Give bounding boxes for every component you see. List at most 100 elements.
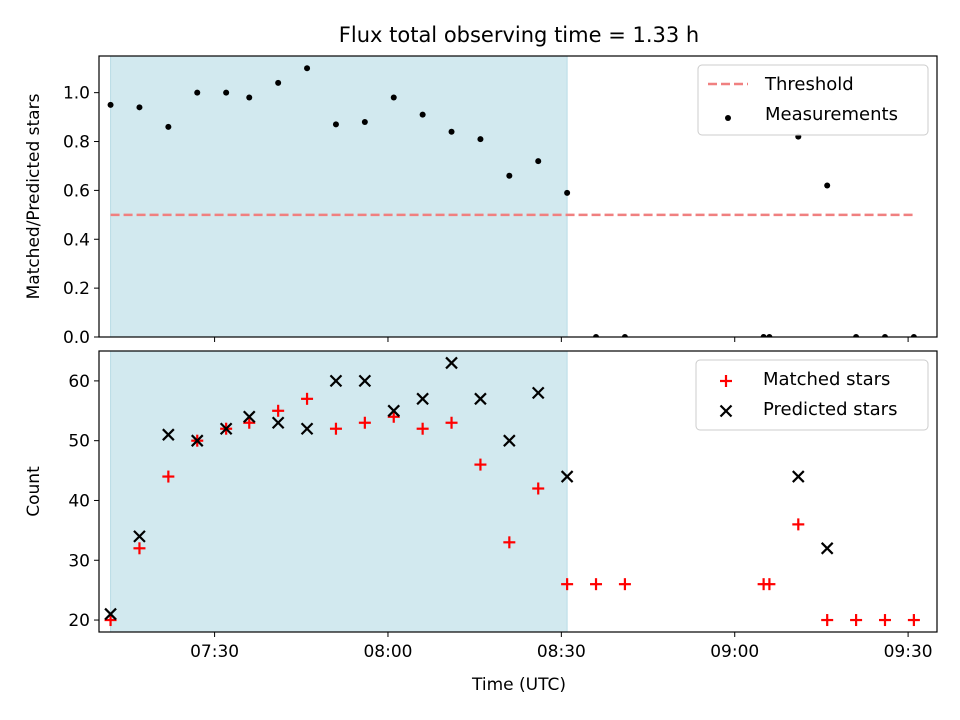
legend-predicted-swatch bbox=[719, 404, 733, 418]
legend-matched-swatch bbox=[720, 375, 732, 387]
x-tick-label: 07:30 bbox=[190, 642, 239, 662]
x-tick-label: 09:00 bbox=[710, 642, 759, 662]
ratio-shaded-region bbox=[110, 55, 568, 338]
measurement-point bbox=[535, 158, 542, 165]
measurement-point bbox=[564, 189, 571, 196]
predicted-stars-point bbox=[271, 416, 285, 430]
count-y-tick-label: 60 bbox=[68, 372, 90, 392]
measurement-point bbox=[881, 334, 888, 337]
predicted-stars-point bbox=[387, 404, 401, 418]
count-axes-frame bbox=[98, 350, 938, 633]
predicted-stars-point bbox=[133, 530, 146, 543]
predicted-stars-point bbox=[162, 428, 175, 441]
measurement-point bbox=[194, 89, 201, 96]
legend-label: Threshold bbox=[764, 74, 854, 95]
count-y-tick-label: 30 bbox=[68, 551, 90, 571]
matched-stars-point bbox=[358, 416, 371, 429]
matched-stars-point bbox=[763, 578, 776, 591]
legend-label: Measurements bbox=[765, 104, 898, 125]
count-legend: Matched stars Predicted stars bbox=[695, 359, 929, 431]
matched-stars-point bbox=[532, 482, 545, 495]
ratio-y-tick-label: 0.0 bbox=[63, 328, 90, 348]
x-tick-label: 08:00 bbox=[363, 642, 412, 662]
x-tick-label: 08:30 bbox=[537, 642, 586, 662]
ratio-y-tick-label: 0.8 bbox=[63, 133, 90, 153]
matched-stars-point bbox=[561, 578, 574, 591]
ratio-y-tick-label: 0.4 bbox=[63, 230, 90, 250]
legend-label: Matched stars bbox=[763, 369, 890, 390]
matched-stars-point bbox=[416, 422, 429, 435]
matched-stars-point bbox=[590, 578, 603, 591]
measurement-point bbox=[419, 111, 426, 118]
measurement-point bbox=[766, 334, 773, 337]
chart-title: Flux total observing time = 1.33 h bbox=[339, 23, 699, 47]
legend-box bbox=[695, 359, 929, 431]
measurement-point bbox=[223, 89, 230, 96]
matched-stars-point bbox=[792, 518, 805, 531]
matched-stars-point bbox=[329, 422, 342, 435]
predicted-stars-point bbox=[792, 470, 805, 483]
measurement-point bbox=[304, 65, 311, 72]
measurement-point bbox=[246, 94, 253, 101]
measurement-point bbox=[621, 334, 628, 337]
x-axis-label: Time (UTC) bbox=[471, 675, 566, 695]
measurement-point bbox=[853, 334, 860, 337]
ratio-y-tick-label: 0.2 bbox=[63, 279, 90, 299]
ratio-legend: Threshold Measurements bbox=[697, 64, 929, 136]
predicted-stars-point bbox=[531, 386, 545, 400]
predicted-stars-point bbox=[560, 470, 574, 483]
matched-stars-point bbox=[878, 614, 891, 627]
predicted-stars-point bbox=[358, 374, 372, 388]
matched-stars-point bbox=[133, 542, 146, 555]
matched-stars-point bbox=[104, 614, 117, 627]
matched-stars-point bbox=[272, 404, 285, 417]
measurement-point bbox=[390, 94, 397, 101]
predicted-stars-point bbox=[474, 392, 487, 406]
ratio-y-tick-label: 0.6 bbox=[63, 181, 90, 201]
count-panel: 20 30 40 50 60 07:30 08:00 08:30 09:00 09:30 Count… bbox=[24, 350, 938, 662]
count-y-tick-label: 50 bbox=[68, 432, 90, 452]
measurement-point bbox=[332, 121, 339, 128]
measurement-point bbox=[361, 118, 368, 125]
measurement-point bbox=[910, 334, 917, 337]
count-data bbox=[104, 356, 920, 627]
measurement-point bbox=[275, 79, 282, 86]
legend-box bbox=[697, 64, 929, 136]
matched-stars-point bbox=[850, 614, 863, 627]
measurement-point bbox=[593, 334, 600, 337]
ratio-panel: 0.0 0.2 0.4 0.6 0.8 1.0 Matched/Predicted star… bbox=[24, 55, 938, 348]
ratio-y-tick-label: 1.0 bbox=[63, 84, 90, 104]
predicted-stars-point bbox=[416, 392, 429, 406]
predicted-stars-point bbox=[104, 607, 117, 621]
measurement-point bbox=[506, 172, 513, 179]
count-y-tick-label: 40 bbox=[68, 491, 90, 511]
measurement-point bbox=[824, 182, 831, 189]
matched-stars-point bbox=[162, 470, 175, 483]
count-shaded-region bbox=[110, 350, 568, 633]
count-y-tick-label: 20 bbox=[68, 611, 90, 631]
matched-stars-point bbox=[503, 536, 516, 549]
predicted-stars-point bbox=[300, 422, 314, 436]
matched-stars-point bbox=[907, 614, 920, 627]
predicted-stars-point bbox=[219, 422, 233, 436]
predicted-stars-point bbox=[503, 434, 516, 447]
x-tick-label: 09:30 bbox=[884, 642, 933, 662]
matched-stars-point bbox=[445, 416, 458, 429]
ratio-y-axis-label: Matched/Predicted stars bbox=[24, 93, 44, 299]
matched-stars-point bbox=[821, 614, 834, 627]
count-y-axis-label: Count bbox=[24, 466, 44, 517]
ratio-axes-frame bbox=[98, 55, 938, 338]
measurement-point bbox=[107, 101, 114, 108]
legend-label: Predicted stars bbox=[763, 399, 897, 420]
measurement-point bbox=[448, 128, 455, 135]
matched-stars-point bbox=[301, 392, 314, 405]
predicted-stars-point bbox=[190, 434, 204, 447]
matched-stars-point bbox=[243, 416, 256, 429]
measurement-point bbox=[136, 104, 143, 111]
matched-stars-point bbox=[387, 410, 400, 423]
predicted-stars-point bbox=[242, 410, 256, 424]
matched-stars-point bbox=[618, 578, 631, 591]
measurement-point bbox=[477, 136, 484, 143]
ratio-data bbox=[107, 65, 917, 337]
